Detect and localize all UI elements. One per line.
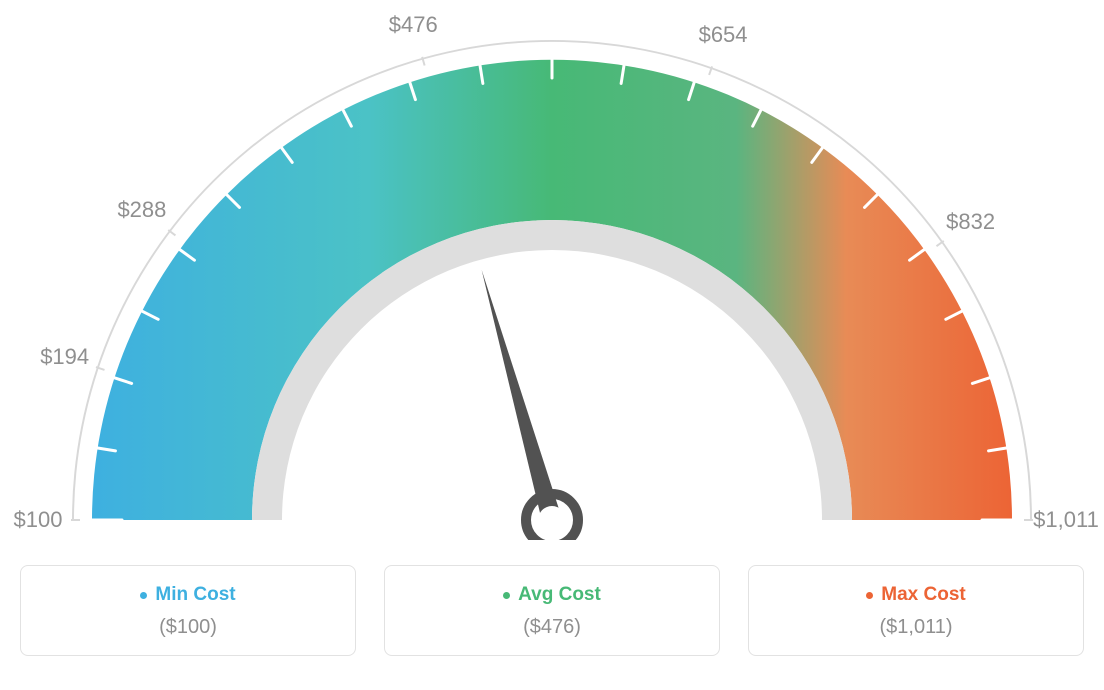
legend-label-max: Max Cost [881, 584, 965, 606]
legend-label-min: Min Cost [155, 584, 235, 606]
legend-dot-avg [503, 592, 510, 599]
legend-card-min: Min Cost ($100) [20, 565, 356, 656]
legend-value-avg: ($476) [385, 616, 719, 639]
gauge-svg [20, 20, 1084, 540]
legend-row: Min Cost ($100) Avg Cost ($476) Max Cost… [20, 565, 1084, 656]
legend-card-avg: Avg Cost ($476) [384, 565, 720, 656]
legend-dot-max [866, 592, 873, 599]
gauge-tick-label: $100 [14, 507, 63, 533]
legend-value-min: ($100) [21, 616, 355, 639]
gauge-tick-label: $288 [117, 197, 166, 223]
gauge-tick-label: $476 [389, 12, 438, 38]
legend-title-min: Min Cost [140, 584, 235, 606]
legend-title-max: Max Cost [866, 584, 965, 606]
gauge-tick-label: $1,011 [1033, 507, 1099, 533]
legend-card-max: Max Cost ($1,011) [748, 565, 1084, 656]
gauge-tick-label: $832 [946, 209, 995, 235]
legend-label-avg: Avg Cost [518, 584, 601, 606]
legend-value-max: ($1,011) [749, 616, 1083, 639]
cost-gauge-chart: $100$194$288$476$654$832$1,011 [20, 20, 1084, 540]
legend-title-avg: Avg Cost [503, 584, 601, 606]
legend-dot-min [140, 592, 147, 599]
gauge-tick-label: $654 [699, 22, 748, 48]
gauge-tick-label: $194 [40, 344, 89, 370]
